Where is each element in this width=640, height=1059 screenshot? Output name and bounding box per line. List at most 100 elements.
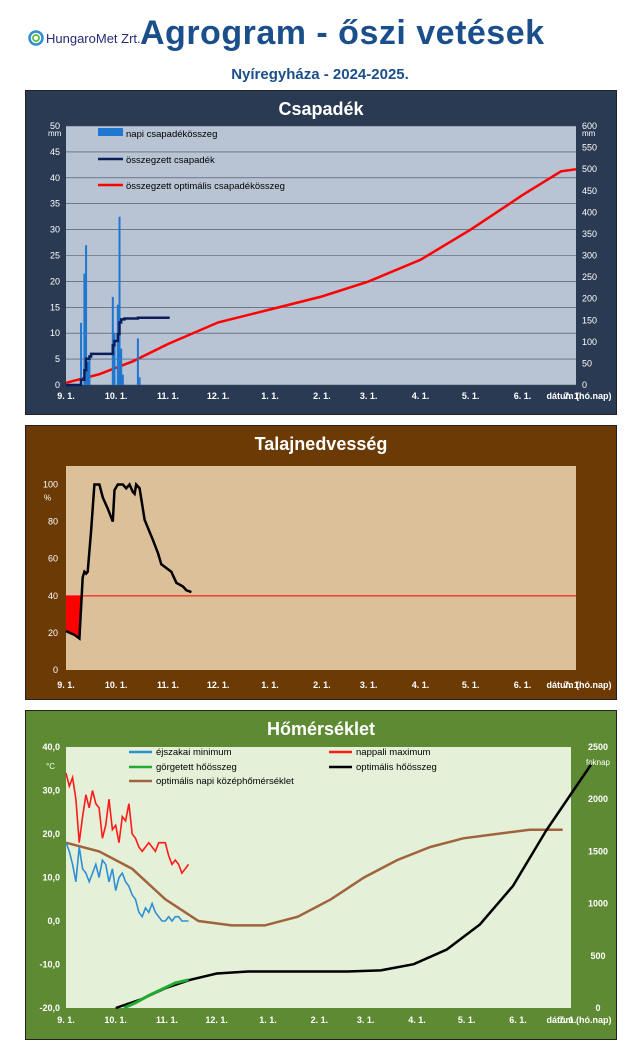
y-tick-label: 50 [50, 121, 60, 131]
y-tick-label: -20,0 [39, 1003, 60, 1013]
bar [138, 377, 141, 385]
bar [86, 361, 89, 385]
y2-tick-label: 0 [582, 380, 587, 390]
y-tick-label: 40,0 [42, 742, 60, 752]
y2-tick-label: 1000 [588, 899, 608, 909]
hungaromet-logo-icon [28, 30, 44, 46]
series-line-daily-max [65, 772, 190, 875]
y-tick-label: 40 [50, 173, 60, 183]
bar [113, 333, 116, 385]
temperature-title: Hőmérséklet [266, 719, 376, 739]
y-tick-label: 30,0 [42, 786, 60, 796]
x-tick-label: 1. 1. [261, 391, 279, 401]
y-tick-label: 0,0 [47, 916, 60, 926]
y2-tick-label: 350 [582, 229, 597, 239]
bar [85, 245, 88, 385]
y-axis-label: % [44, 494, 51, 503]
soil-moisture-chart: 0 20 40 60 80 100% 9. 1. 10. 1. 11. 1. 12. 1. 1. 1… [43, 466, 612, 690]
plot-area [66, 747, 571, 1008]
soil-moisture-title: Talajnedvesség [254, 434, 388, 454]
x-tick-label: 11. 1. [157, 391, 179, 401]
x-tick-label: 9. 1. [57, 680, 75, 690]
bar [88, 356, 91, 385]
x-tick-label: 3. 1. [360, 680, 378, 690]
x-tick-label: 4. 1. [412, 680, 430, 690]
y2-tick-label: 250 [582, 272, 597, 282]
series-line-night-min [65, 842, 189, 923]
x-tick-label: 7. 1. [564, 680, 582, 690]
x-tick-label: 1. 1. [261, 680, 279, 690]
x-tick-label: 12. 1. [205, 1015, 228, 1025]
legend-label: görgetett hőösszeg [156, 762, 237, 773]
plot-area [66, 466, 576, 670]
x-tick-label: 5. 1. [462, 680, 480, 690]
legend-label: éjszakai minimum [156, 747, 232, 758]
logo-text: HungaroMet Zrt. [46, 30, 141, 46]
x-tick-label: 5. 1. [462, 391, 480, 401]
legend-label: napi csapadékösszeg [126, 129, 217, 140]
temperature-panel: Hőmérséklet -20,0 -10,0 0,0 10,0 20,0 30,0 40,… [25, 710, 617, 1040]
series-line-rolling-heat-sum [123, 978, 189, 1010]
soil-moisture-panel: Talajnedvesség 0 20 40 60 80 100% 9. 1. 10. 1. 1… [25, 425, 617, 700]
y2-tick-label: 2000 [588, 794, 608, 804]
x-axis-label: dátum (hó.nap) [547, 391, 612, 401]
x-tick-label: 6. 1. [509, 1015, 527, 1025]
legend-swatch [98, 128, 123, 136]
below-threshold-fill [66, 595, 83, 639]
y-tick-label: 10 [50, 328, 60, 338]
bar [83, 273, 86, 385]
y2-tick-label: 550 [582, 143, 597, 153]
series-line-optimal-daily-mean [65, 828, 563, 927]
y-tick-label: 0 [55, 380, 60, 390]
legend-label: nappali maximum [356, 747, 431, 758]
x-tick-label: 12. 1. [207, 391, 230, 401]
x-tick-label: 10. 1. [104, 1015, 127, 1025]
y-tick-label: 20 [50, 276, 60, 286]
y-tick-label: 80 [48, 517, 58, 527]
bar [121, 374, 124, 385]
page-subtitle: Nyíregyháza - 2024-2025. [231, 66, 409, 83]
y2-tick-label: 100 [582, 337, 597, 347]
x-tick-label: 6. 1. [514, 680, 532, 690]
x-tick-label: 2. 1. [313, 680, 331, 690]
y2-tick-label: 400 [582, 207, 597, 217]
y2-tick-label: 500 [582, 164, 597, 174]
y-tick-label: 10,0 [42, 873, 60, 883]
logo: HungaroMet Zrt. [28, 30, 141, 46]
bar [116, 304, 119, 385]
y2-tick-label: 150 [582, 315, 597, 325]
x-tick-label: 10. 1. [105, 680, 128, 690]
x-tick-label: 11. 1. [157, 680, 179, 690]
y-tick-label: 20,0 [42, 829, 60, 839]
y-tick-label: 30 [50, 225, 60, 235]
x-tick-label: 12. 1. [207, 680, 230, 690]
x-tick-label: 4. 1. [412, 391, 430, 401]
y-tick-label: 0 [53, 665, 58, 675]
x-tick-label: 7. 1. [559, 1015, 577, 1025]
bar [80, 322, 83, 385]
bar [136, 338, 139, 385]
y-tick-label: 45 [50, 147, 60, 157]
y2-tick-label: 1500 [588, 846, 608, 856]
y2-tick-label: 600 [582, 121, 597, 131]
y2-tick-label: 300 [582, 251, 597, 261]
y-tick-label: 5 [55, 354, 60, 364]
legend-label: összegzett csapadék [126, 155, 215, 166]
x-axis-label: dátum (hó.nap) [547, 680, 612, 690]
y2-tick-label: 2500 [588, 742, 608, 752]
precipitation-title: Csapadék [278, 99, 364, 119]
precipitation-panel: Csapadék 0 5 10 15 20 25 30 35 40 45 50 0 50 100 150 20… [25, 90, 617, 415]
x-tick-label: 4. 1. [408, 1015, 426, 1025]
series-line-optimal-precip [65, 167, 577, 385]
y2-tick-label: 0 [595, 1003, 600, 1013]
x-tick-label: 10. 1. [105, 391, 128, 401]
y-tick-label: 20 [48, 628, 58, 638]
x-tick-label: 9. 1. [57, 391, 75, 401]
y-tick-label: -10,0 [39, 960, 60, 970]
y-tick-label: 40 [48, 591, 58, 601]
legend-label: összegzett optimális csapadékösszeg [126, 181, 285, 192]
temperature-chart: -20,0 -10,0 0,0 10,0 20,0 30,0 40,0 0 500 1000 150… [39, 742, 611, 1025]
legend-label: optimális napi középhőmérséklet [156, 776, 294, 787]
y-axis-label: °C [46, 762, 55, 771]
x-tick-label: 9. 1. [57, 1015, 75, 1025]
